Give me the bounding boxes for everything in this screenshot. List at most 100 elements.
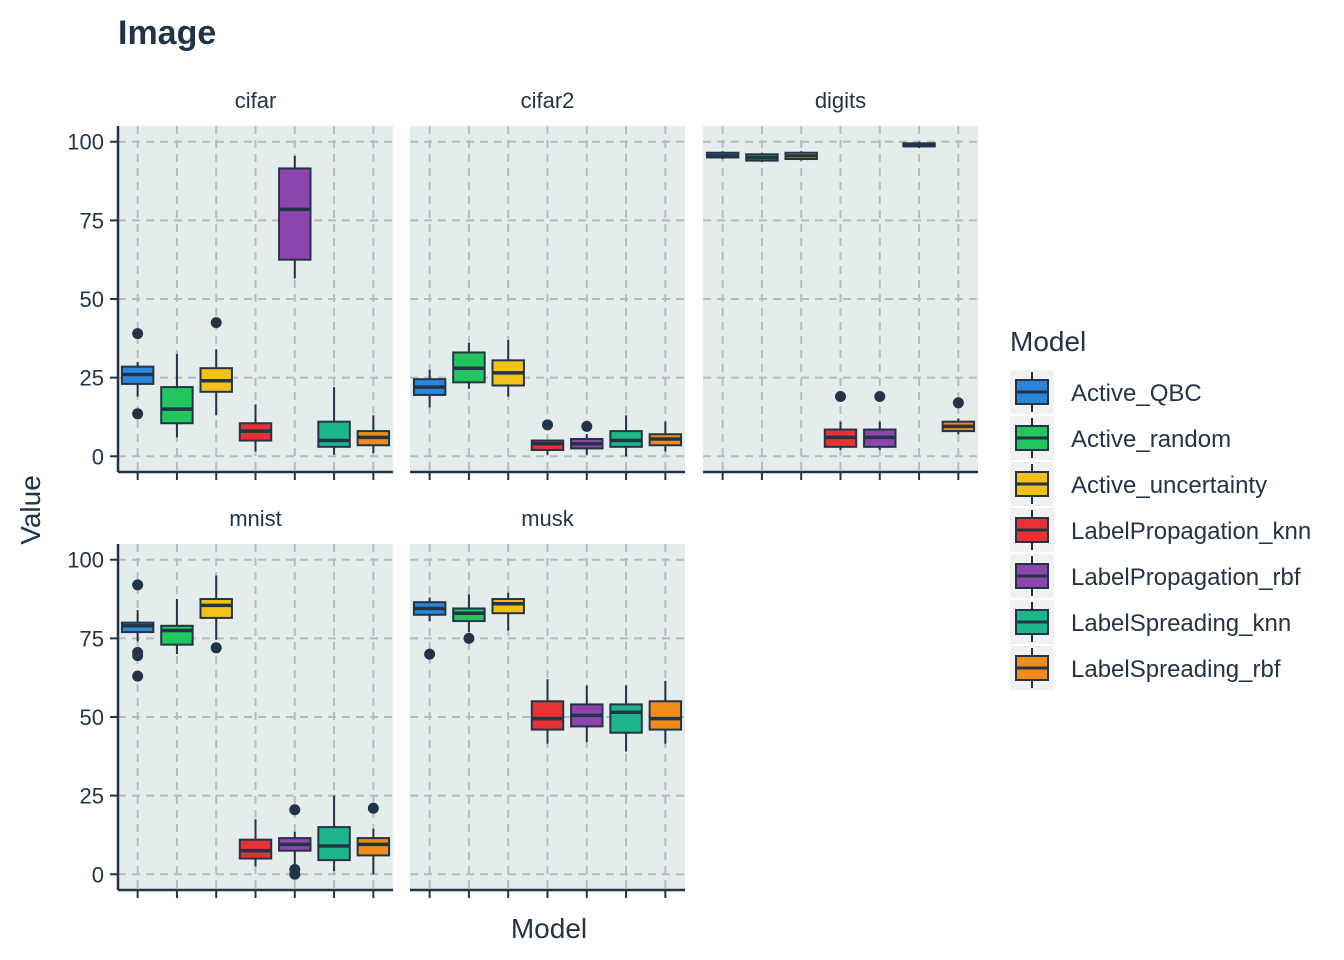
legend-item-Active_random: Active_random: [1010, 416, 1231, 460]
box-LabelSpreading_knn: [609, 685, 643, 752]
box-LabelSpreading_rbf: [648, 680, 683, 744]
box-LabelSpreading_knn: [317, 795, 351, 872]
box-body: [278, 167, 312, 261]
box-body: [199, 598, 233, 619]
box-LabelSpreading_rbf: [648, 421, 683, 452]
legend-label: LabelSpreading_knn: [1071, 610, 1291, 637]
outlier-point: [132, 650, 144, 662]
y-tick-label: 100: [67, 130, 104, 155]
outlier-point: [132, 670, 144, 682]
box-LabelSpreading_rbf: [356, 415, 391, 454]
box-LabelPropagation_knn: [530, 419, 565, 455]
legend-item-Active_QBC: Active_QBC: [1010, 370, 1202, 414]
panel-cifar: cifar 0 25 50 75 100: [67, 88, 393, 480]
x-axis-label: Model: [511, 913, 587, 944]
box-LabelPropagation_knn: [530, 679, 565, 744]
box-LabelPropagation_rbf: [278, 804, 312, 880]
box-LabelSpreading_knn: [317, 387, 351, 455]
legend-item-LabelSpreading_knn: LabelSpreading_knn: [1010, 600, 1291, 644]
box-Active_QBC: [120, 328, 155, 420]
y-tick-label: 0: [92, 862, 104, 887]
box-Active_uncertainty: [784, 151, 818, 161]
outlier-point: [952, 397, 964, 409]
box-body: [491, 598, 525, 615]
outlier-point: [132, 579, 144, 591]
box-LabelSpreading_knn: [609, 415, 643, 457]
y-tick-label: 0: [92, 444, 104, 469]
box-Active_random: [452, 343, 486, 389]
box-LabelPropagation_knn: [238, 404, 273, 452]
panels: cifar 0 25 50 75 100 cifar2 digits mnist 0 25 50 75 1…: [67, 88, 978, 898]
outlier-point: [210, 642, 222, 654]
legend-item-LabelSpreading_rbf: LabelSpreading_rbf: [1010, 646, 1281, 690]
legend-item-LabelPropagation_rbf: LabelPropagation_rbf: [1010, 554, 1301, 598]
box-LabelPropagation_rbf: [278, 155, 312, 279]
box-body: [317, 826, 351, 862]
box-body: [160, 624, 194, 646]
legend-label: LabelSpreading_rbf: [1071, 656, 1281, 683]
outlier-point: [542, 419, 553, 431]
box-Active_QBC: [412, 597, 447, 660]
outlier-point: [132, 328, 144, 340]
box-body: [648, 700, 683, 731]
panel-mnist: mnist 0 25 50 75 100: [67, 506, 393, 898]
box-body: [317, 420, 351, 448]
panel-title-cifar: cifar: [235, 88, 277, 113]
box-body: [160, 386, 194, 425]
outlier-point: [581, 420, 593, 432]
box-Active_QBC: [412, 369, 447, 408]
panel-digits: digits: [703, 88, 978, 480]
outlier-point: [463, 632, 475, 644]
box-LabelSpreading_knn: [902, 141, 936, 149]
box-Active_uncertainty: [199, 317, 233, 416]
outlier-point: [367, 802, 379, 814]
legend-title: Model: [1010, 326, 1086, 357]
panel-title-musk: musk: [521, 506, 575, 531]
y-tick-label: 75: [80, 626, 104, 651]
box-body: [356, 837, 391, 857]
outlier-point: [874, 391, 886, 403]
box-Active_random: [160, 599, 194, 655]
legend-label: Active_QBC: [1071, 380, 1202, 407]
panel-title-cifar2: cifar2: [521, 88, 575, 113]
y-tick-label: 50: [80, 705, 104, 730]
box-Active_QBC: [120, 579, 155, 682]
outlier-point: [289, 868, 301, 880]
outlier-point: [835, 391, 846, 403]
box-LabelSpreading_rbf: [941, 397, 976, 435]
y-tick-label: 25: [80, 784, 104, 809]
legend-item-Active_uncertainty: Active_uncertainty: [1010, 462, 1267, 506]
box-Active_uncertainty: [491, 339, 525, 397]
box-body: [609, 703, 643, 734]
box-LabelPropagation_rbf: [863, 391, 897, 450]
y-tick-label: 25: [80, 366, 104, 391]
box-LabelSpreading_rbf: [356, 802, 391, 875]
box-body: [530, 700, 565, 731]
box-Active_uncertainty: [199, 575, 233, 654]
y-tick-label: 75: [80, 208, 104, 233]
legend: Model Active_QBC Active_random Active_unce…: [1010, 326, 1311, 690]
legend-item-LabelPropagation_knn: LabelPropagation_knn: [1010, 508, 1311, 552]
outlier-point: [289, 804, 301, 816]
legend-label: Active_uncertainty: [1071, 472, 1267, 499]
box-LabelPropagation_rbf: [570, 420, 604, 455]
outlier-point: [132, 408, 144, 420]
box-Active_QBC: [705, 151, 740, 160]
box-Active_random: [160, 354, 194, 438]
y-axis-label: Value: [15, 475, 46, 545]
box-LabelPropagation_knn: [823, 391, 858, 450]
box-Active_random: [452, 594, 486, 644]
panel-title-mnist: mnist: [229, 506, 282, 531]
y-tick-label: 50: [80, 287, 104, 312]
box-Active_uncertainty: [491, 592, 525, 631]
box-LabelPropagation_knn: [238, 819, 273, 867]
outlier-point: [424, 648, 436, 660]
legend-label: LabelPropagation_rbf: [1071, 564, 1301, 591]
box-LabelPropagation_rbf: [570, 685, 604, 743]
chart-title: Image: [118, 14, 216, 52]
box-Active_random: [745, 152, 779, 163]
legend-label: LabelPropagation_knn: [1071, 518, 1311, 545]
panel-title-digits: digits: [815, 88, 866, 113]
outlier-point: [210, 317, 222, 329]
